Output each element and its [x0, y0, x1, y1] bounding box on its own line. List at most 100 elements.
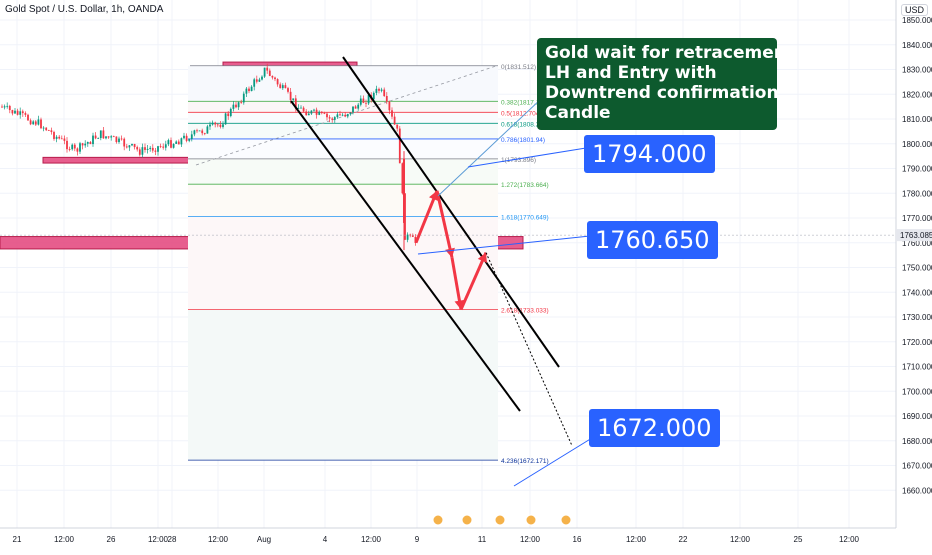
candle-body	[32, 121, 35, 125]
candle-body	[21, 111, 24, 114]
candle-body	[24, 113, 27, 115]
candle-body	[339, 114, 341, 116]
candle-body	[268, 70, 271, 76]
candle-body	[183, 135, 185, 139]
candle-body	[409, 234, 412, 236]
fib-band	[188, 65, 498, 102]
currency-badge[interactable]: USD	[900, 4, 928, 16]
projection-arrow-4-head	[477, 252, 487, 263]
candle-body	[214, 122, 217, 125]
candle-body	[302, 107, 305, 112]
candle-body	[232, 104, 235, 109]
candle-body	[58, 136, 61, 139]
fib-level-label: 0.786(1801.94)	[501, 137, 545, 144]
symbol-title: Gold Spot / U.S. Dollar, 1h, OANDA	[5, 4, 164, 15]
candle-body	[37, 119, 40, 125]
candle-body	[203, 133, 206, 134]
candle-body	[162, 146, 165, 148]
x-tick-label: 4	[323, 535, 328, 544]
candle-body	[84, 143, 87, 146]
price-label-1760[interactable]: 1760.650	[587, 221, 718, 259]
x-tick-label: 21	[13, 535, 22, 544]
candle-body	[352, 106, 354, 113]
x-tick-label: 26	[107, 535, 116, 544]
x-tick-label: 12:00	[54, 535, 75, 544]
price-label-1794[interactable]: 1794.000	[584, 135, 715, 173]
candle-body	[310, 110, 313, 114]
candle-body	[237, 102, 240, 108]
candle-body	[224, 113, 227, 125]
event-marker-icon	[461, 514, 473, 526]
candle-body	[110, 136, 113, 138]
candle-body	[375, 88, 378, 93]
candle-body	[320, 111, 323, 114]
candle-body	[383, 89, 386, 97]
candle-body	[336, 114, 339, 118]
analysis-callout[interactable]: Gold wait for retracement LH and Entry w…	[537, 38, 794, 130]
y-tick-label: 1840.000	[902, 41, 932, 50]
candle-body	[297, 107, 300, 109]
candle-body	[138, 149, 141, 155]
price-label-1672[interactable]: 1672.000	[589, 409, 720, 447]
candle-body	[357, 104, 360, 109]
callout-line-2: LH and Entry with	[545, 63, 717, 83]
candle-body	[349, 112, 352, 115]
candle-body	[235, 104, 237, 108]
projection-arrow-1	[414, 190, 439, 244]
candle-body	[414, 236, 417, 243]
fib-level-label: 0.618(1808.26)	[501, 121, 545, 128]
candle-body	[157, 146, 159, 152]
x-tick-label: 28	[168, 535, 177, 544]
current-price-tag	[896, 229, 932, 242]
y-tick-label: 1820.000	[902, 90, 932, 99]
candle-body	[403, 158, 405, 223]
y-tick-label: 1800.000	[902, 140, 932, 149]
candle-body	[193, 130, 196, 135]
candle-body	[167, 140, 170, 145]
price-axis	[896, 0, 932, 550]
candle-body	[71, 144, 74, 150]
candle-body	[128, 145, 131, 148]
projection-arrow-4	[459, 252, 488, 311]
candle-body	[102, 130, 105, 139]
event-marker-icon	[432, 514, 444, 526]
candle-body	[3, 106, 6, 108]
candle-body	[245, 88, 248, 94]
fib-band	[188, 112, 498, 124]
candle-body	[388, 101, 391, 111]
fib-level-label: 4.236(1672.171)	[501, 458, 549, 465]
candle-body	[365, 102, 367, 104]
candle-body	[16, 110, 19, 115]
candle-body	[240, 102, 243, 104]
candle-body	[380, 89, 383, 91]
candle-body	[66, 140, 68, 150]
candle-body	[396, 124, 399, 129]
candle-body	[289, 91, 292, 100]
candle-body	[219, 124, 222, 127]
y-tick-label: 1810.000	[902, 115, 932, 124]
x-tick-label: 12:00	[626, 535, 647, 544]
candle-body	[47, 130, 50, 131]
candle-body	[45, 127, 48, 131]
x-tick-label: 12:00	[361, 535, 382, 544]
label-connector-1794	[467, 147, 587, 168]
y-tick-label: 1700.000	[902, 387, 932, 396]
fib-level-label: 1.272(1783.664)	[501, 182, 549, 189]
candle-body	[274, 77, 276, 80]
projection-dotted-path	[485, 252, 573, 446]
candle-body	[305, 111, 308, 116]
candle-body	[341, 114, 344, 116]
callout-line-1: Gold wait for retracement	[545, 43, 794, 63]
candle-body	[398, 128, 401, 164]
candle-body	[359, 98, 362, 105]
fib-level-label: 1.618(1770.649)	[501, 214, 549, 221]
projection-arrow-3-head	[454, 299, 465, 310]
channel-upper-line	[342, 56, 560, 368]
candle-body	[144, 147, 146, 150]
candle-body	[216, 124, 219, 126]
label-connector-1760	[417, 235, 591, 255]
x-tick-label: 12:00	[839, 535, 860, 544]
candle-body	[92, 135, 94, 145]
